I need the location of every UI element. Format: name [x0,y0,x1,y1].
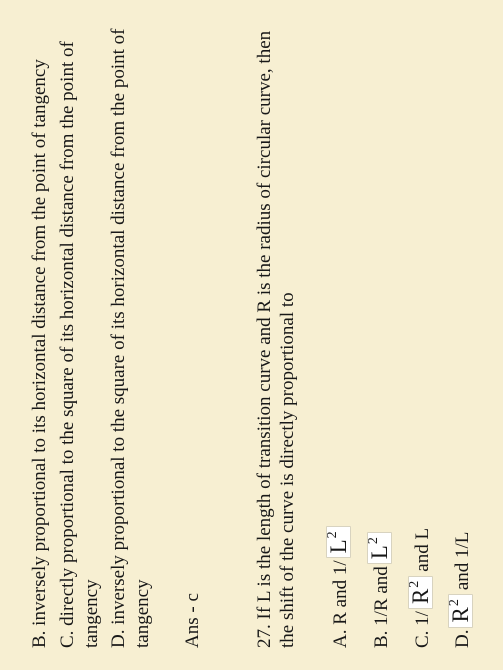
option-c-text: C. directly proportional to the square o… [56,18,104,648]
option-suffix: and L [411,528,435,572]
formula-base: L [368,545,391,559]
q27-option-a: A. R and 1/ L 2 [326,18,353,648]
q27-option-d: D. R 2 and 1/L [448,18,475,648]
formula-superscript: 2 [367,537,381,544]
option-prefix: B. 1/R and [370,566,394,648]
document-page: B. inversely proportional to its horizon… [0,0,503,670]
option-prefix: C. 1/ [411,611,435,648]
formula-box: R 2 [448,594,473,627]
formula-superscript: 2 [408,581,422,588]
spacer [159,18,181,648]
formula-superscript: 2 [326,531,340,538]
option-prefix: A. R and 1/ [329,560,353,648]
option-b-text: B. inversely proportional to its horizon… [28,18,52,648]
option-prefix: D. [451,630,475,648]
formula-box: L 2 [367,532,392,564]
spacer [304,18,326,648]
spacer [209,18,253,648]
formula-box: L 2 [326,526,351,558]
answer-26: Ans - c [181,18,205,648]
q27-option-b: B. 1/R and L 2 [367,18,394,648]
formula-superscript: 2 [448,599,462,606]
formula-base: R [449,607,472,622]
formula-box: R 2 [408,576,433,609]
option-suffix: and 1/L [451,532,475,591]
formula-base: L [327,539,350,553]
formula-base: R [409,589,432,604]
q27-option-c: C. 1/ R 2 and L [408,18,435,648]
option-d-text: D. inversely proportional to the square … [107,18,155,648]
question-27-text: 27. If L is the length of transition cur… [253,18,301,648]
